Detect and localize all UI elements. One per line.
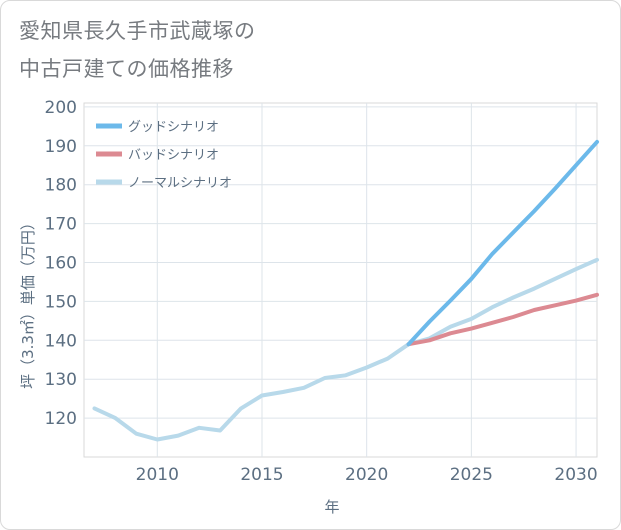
- plot-area: [83, 102, 598, 458]
- y-tick-label: 160: [45, 253, 77, 273]
- series-lines: [92, 139, 599, 442]
- series-line-0: [406, 139, 599, 347]
- y-tick-label: 170: [45, 215, 77, 235]
- chart-title-line1: 愛知県長久手市武蔵塚の: [19, 19, 256, 43]
- y-tick-label: 200: [45, 98, 77, 118]
- x-tick-label: 2015: [240, 465, 283, 485]
- series-line-2: [406, 257, 599, 347]
- y-tick-label: 190: [45, 137, 77, 157]
- legend-label-1: バッドシナリオ: [128, 148, 219, 163]
- x-tick-labels: 2010 2015 2020 2025 2030: [136, 465, 598, 485]
- chart-title-line2: 中古戸建ての価格推移: [19, 57, 234, 81]
- x-tick-label: 2030: [554, 465, 597, 485]
- grid-lines: [84, 103, 597, 457]
- legend-label-0: グッドシナリオ: [128, 120, 219, 135]
- y-tick-labels: 120 130 140 150 160 170 180 190 200: [45, 98, 77, 429]
- x-tick-label: 2020: [345, 465, 388, 485]
- x-axis-title: 年: [324, 498, 339, 516]
- series-line-1: [406, 292, 599, 347]
- history-line: [92, 342, 411, 442]
- y-tick-label: 180: [45, 176, 77, 196]
- y-tick-label: 130: [45, 370, 77, 390]
- y-tick-label: 120: [45, 409, 77, 429]
- legend-label-2: ノーマルシナリオ: [128, 176, 232, 191]
- y-axis-title: 坪（3.3㎡）単価（万円）: [19, 215, 37, 389]
- x-tick-label: 2010: [136, 465, 179, 485]
- y-tick-label: 150: [45, 292, 77, 312]
- y-tick-label: 140: [45, 331, 77, 351]
- x-tick-label: 2025: [450, 465, 493, 485]
